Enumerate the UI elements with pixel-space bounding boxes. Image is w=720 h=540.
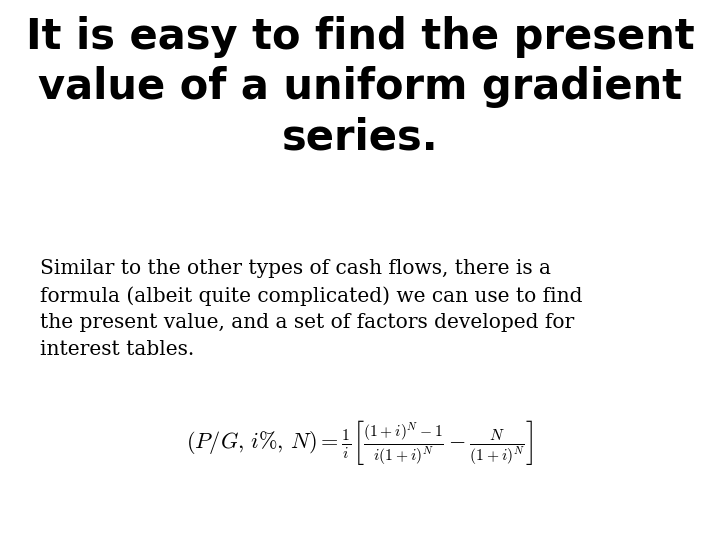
Text: It is easy to find the present
value of a uniform gradient
series.: It is easy to find the present value of … [26,16,694,159]
Text: Similar to the other types of cash flows, there is a
formula (albeit quite compl: Similar to the other types of cash flows… [40,259,582,359]
Text: $(P/G,\,i\%,\,N) = \frac{1}{i}\left[\frac{(1+i)^N - 1}{i(1+i)^N} - \frac{N}{(1+i: $(P/G,\,i\%,\,N) = \frac{1}{i}\left[\fra… [186,418,534,467]
